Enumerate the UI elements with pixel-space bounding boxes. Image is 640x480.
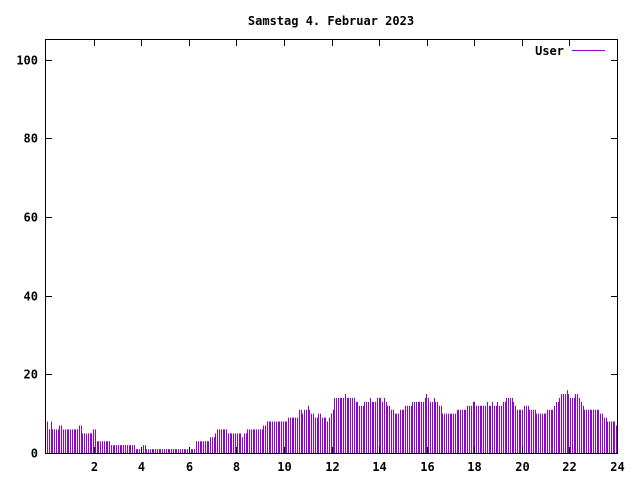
y-tick-label: 80 [24, 132, 38, 146]
x-tick-label: 6 [186, 460, 193, 474]
legend: User [535, 44, 605, 58]
x-tick-label: 14 [372, 460, 386, 474]
x-tick-label: 2 [91, 460, 98, 474]
x-tick-label: 10 [277, 460, 291, 474]
y-tick-label: 100 [16, 54, 38, 68]
y-tick-label: 20 [24, 368, 38, 382]
x-tick-label: 8 [233, 460, 240, 474]
y-tick-label: 0 [31, 447, 38, 461]
x-tick-label: 22 [562, 460, 576, 474]
x-tick-label: 18 [467, 460, 481, 474]
x-tick-label: 24 [610, 460, 624, 474]
legend-label: User [535, 44, 564, 58]
plot-frame [45, 39, 618, 454]
y-tick-label: 40 [24, 290, 38, 304]
y-tick-label: 60 [24, 211, 38, 225]
x-tick-label: 12 [325, 460, 339, 474]
chart-title: Samstag 4. Februar 2023 [248, 14, 414, 28]
x-tick-label: 16 [420, 460, 434, 474]
x-tick-label: 4 [138, 460, 145, 474]
bars-layer [47, 390, 617, 453]
x-tick-label: 20 [515, 460, 529, 474]
